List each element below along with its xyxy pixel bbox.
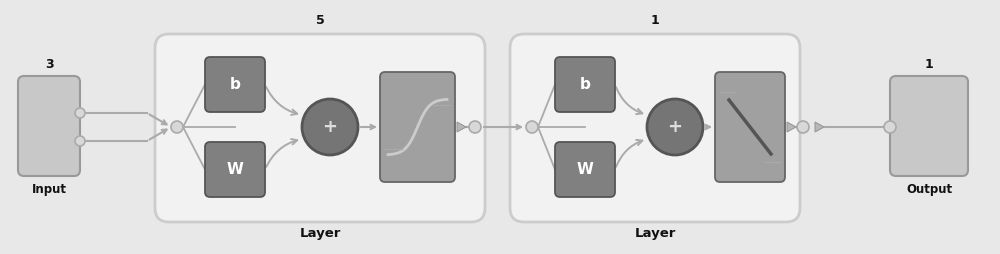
Text: 3: 3 (45, 57, 53, 71)
Text: W: W (227, 162, 243, 177)
Polygon shape (457, 122, 466, 132)
FancyBboxPatch shape (205, 57, 265, 112)
Circle shape (171, 121, 183, 133)
Polygon shape (787, 122, 796, 132)
FancyBboxPatch shape (205, 142, 265, 197)
FancyBboxPatch shape (890, 76, 968, 176)
Text: +: + (668, 118, 682, 136)
Text: 5: 5 (316, 13, 324, 26)
Text: b: b (230, 77, 240, 92)
FancyBboxPatch shape (155, 34, 485, 222)
Circle shape (469, 121, 481, 133)
Text: 1: 1 (651, 13, 659, 26)
Polygon shape (815, 122, 824, 132)
Text: Output: Output (906, 183, 952, 197)
Text: 1: 1 (925, 57, 933, 71)
FancyBboxPatch shape (18, 76, 80, 176)
Circle shape (884, 121, 896, 133)
Text: Layer: Layer (299, 228, 341, 241)
Text: Layer: Layer (634, 228, 676, 241)
Circle shape (75, 136, 85, 146)
FancyBboxPatch shape (380, 72, 455, 182)
FancyBboxPatch shape (715, 72, 785, 182)
Circle shape (647, 99, 703, 155)
Text: Input: Input (32, 183, 66, 197)
Text: +: + (322, 118, 338, 136)
Circle shape (797, 121, 809, 133)
FancyBboxPatch shape (510, 34, 800, 222)
Circle shape (302, 99, 358, 155)
Circle shape (75, 108, 85, 118)
Text: b: b (580, 77, 590, 92)
Circle shape (526, 121, 538, 133)
FancyBboxPatch shape (555, 142, 615, 197)
FancyBboxPatch shape (555, 57, 615, 112)
Text: W: W (577, 162, 593, 177)
